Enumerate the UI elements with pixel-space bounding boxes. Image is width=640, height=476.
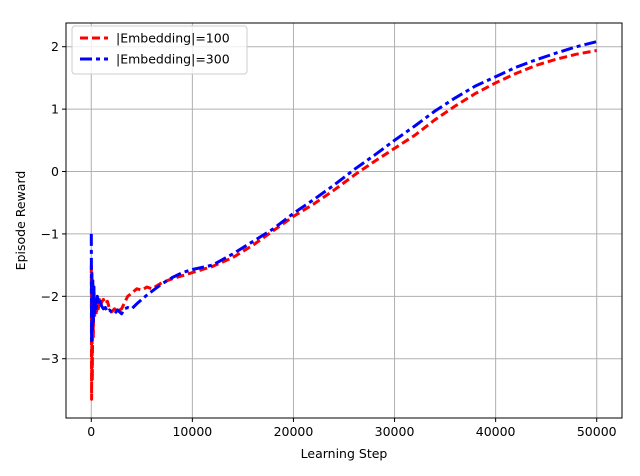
y-tick-label: −2 [41, 289, 59, 304]
series-layer [89, 40, 598, 401]
y-axis-label: Episode Reward [13, 171, 28, 271]
x-tick-label: 10000 [172, 424, 212, 439]
x-axis-label: Learning Step [301, 446, 388, 461]
y-tick-label: 2 [51, 39, 59, 54]
x-tick-label: 40000 [476, 424, 516, 439]
y-tick-label: 1 [51, 102, 59, 117]
x-tick-label: 0 [87, 424, 95, 439]
legend-label-2: |Embedding|=300 [116, 52, 230, 67]
y-tick-label: 0 [51, 164, 59, 179]
x-tick-label: 30000 [375, 424, 415, 439]
x-tick-label: 20000 [274, 424, 314, 439]
series-line-2 [89, 40, 598, 345]
ticks: 0 10000 20000 30000 40000 50000 −3 −2 −1 0 1 2 [41, 39, 617, 439]
legend-label-1: |Embedding|=100 [116, 31, 230, 46]
x-tick-label: 50000 [577, 424, 617, 439]
y-tick-label: −1 [41, 226, 59, 241]
legend: |Embedding|=100 |Embedding|=300 [71, 25, 248, 75]
legend-box [71, 25, 248, 75]
plot-frame [65, 22, 623, 419]
y-tick-label: −3 [41, 351, 59, 366]
grid [66, 23, 622, 418]
